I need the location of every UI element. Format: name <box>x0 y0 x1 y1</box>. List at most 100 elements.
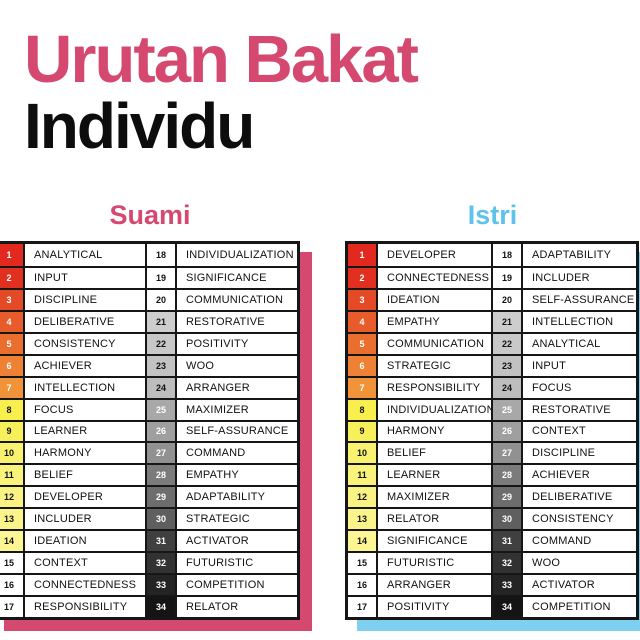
talent-cell: POSITIVITY <box>378 595 491 617</box>
talent-cell: WOO <box>177 353 297 376</box>
rank-cell: 19 <box>147 265 177 288</box>
talent-cell: ACHIEVER <box>523 463 636 486</box>
rank-cell: 29 <box>493 485 523 508</box>
talent-cell: FOCUS <box>523 375 636 398</box>
rank-cell: 17 <box>0 595 25 617</box>
rank-cell: 7 <box>0 375 25 398</box>
rank-cell: 7 <box>348 375 378 398</box>
talent-cell: FUTURISTIC <box>177 551 297 574</box>
talent-cell: LEARNER <box>378 463 491 486</box>
rank-cell: 20 <box>493 287 523 310</box>
rank-cell: 16 <box>0 573 25 596</box>
rank-cell: 5 <box>348 331 378 354</box>
talent-cell: INCLUDER <box>523 265 636 288</box>
rank-cell: 8 <box>0 397 25 420</box>
talent-cell: EMPATHY <box>177 463 297 486</box>
column-heading-suami: Suami <box>109 200 191 230</box>
talent-cell: RELATOR <box>177 595 297 617</box>
talent-cell: DELIBERATIVE <box>25 309 145 332</box>
talent-cell: INDIVIDUALIZATION <box>378 397 491 420</box>
talent-cell: INCLUDER <box>25 507 145 530</box>
rank-cell: 22 <box>493 331 523 354</box>
talent-table-suami: 1 ANALYTICAL 2 INPUT 3 DISCIPLINE 4 DELIBERATIV… <box>0 241 300 620</box>
rank-cell: 16 <box>348 573 378 596</box>
talent-grid-half: 1 ANALYTICAL 2 INPUT 3 DISCIPLINE 4 DELIBERATIV… <box>0 244 145 617</box>
rank-cell: 1 <box>0 244 25 266</box>
talent-cell: COMMUNICATION <box>177 287 297 310</box>
talent-cell: CONSISTENCY <box>523 507 636 530</box>
talent-cell: RESTORATIVE <box>177 309 297 332</box>
talent-cell: COMPETITION <box>523 595 636 617</box>
rank-cell: 27 <box>147 441 177 464</box>
talent-cell: EMPATHY <box>378 309 491 332</box>
rank-cell: 9 <box>0 419 25 442</box>
rank-cell: 34 <box>493 595 523 617</box>
rank-cell: 8 <box>348 397 378 420</box>
talent-cell: INTELLECTION <box>523 309 636 332</box>
talent-cell: COMPETITION <box>177 573 297 596</box>
talent-cell: DEVELOPER <box>25 485 145 508</box>
talent-cell: ACHIEVER <box>25 353 145 376</box>
talent-cell: INPUT <box>25 265 145 288</box>
rank-cell: 28 <box>147 463 177 486</box>
rank-cell: 15 <box>348 551 378 574</box>
talent-cell: ARRANGER <box>177 375 297 398</box>
talent-cell: BELIEF <box>378 441 491 464</box>
rank-cell: 25 <box>493 397 523 420</box>
column-heading-istri: Istri <box>467 200 518 230</box>
talent-cell: BELIEF <box>25 463 145 486</box>
talent-cell: COMMAND <box>523 529 636 552</box>
talent-cell: MAXIMIZER <box>177 397 297 420</box>
rank-cell: 21 <box>493 309 523 332</box>
rank-cell: 33 <box>147 573 177 596</box>
talent-cell: STRATEGIC <box>378 353 491 376</box>
rank-cell: 6 <box>348 353 378 376</box>
talent-grid-half: 18 INDIVIDUALIZATION 19 SIGNIFICANCE 20 COMMU… <box>145 244 297 617</box>
talent-cell: STRATEGIC <box>177 507 297 530</box>
rank-cell: 31 <box>493 529 523 552</box>
rank-cell: 24 <box>493 375 523 398</box>
talent-cell: SIGNIFICANCE <box>378 529 491 552</box>
rank-cell: 12 <box>0 485 25 508</box>
rank-cell: 26 <box>493 419 523 442</box>
talent-cell: ADAPTABILITY <box>177 485 297 508</box>
rank-cell: 32 <box>493 551 523 574</box>
talent-cell: CONSISTENCY <box>25 331 145 354</box>
rank-cell: 12 <box>348 485 378 508</box>
rank-cell: 34 <box>147 595 177 617</box>
rank-cell: 6 <box>0 353 25 376</box>
rank-cell: 4 <box>0 309 25 332</box>
talent-cell: IDEATION <box>25 529 145 552</box>
rank-cell: 30 <box>493 507 523 530</box>
rank-cell: 14 <box>348 529 378 552</box>
talent-cell: DISCIPLINE <box>25 287 145 310</box>
talent-cell: ACTIVATOR <box>523 573 636 596</box>
talent-cell: CONNECTEDNESS <box>25 573 145 596</box>
rank-cell: 32 <box>147 551 177 574</box>
rank-cell: 3 <box>0 287 25 310</box>
rank-cell: 21 <box>147 309 177 332</box>
rank-cell: 24 <box>147 375 177 398</box>
talent-cell: RESTORATIVE <box>523 397 636 420</box>
talent-grid-half: 18 ADAPTABILITY 19 INCLUDER 20 SELF-ASSURANCE… <box>491 244 636 617</box>
rank-cell: 23 <box>493 353 523 376</box>
rank-cell: 11 <box>348 463 378 486</box>
talent-cell: CONNECTEDNESS <box>378 265 491 288</box>
rank-cell: 18 <box>493 244 523 266</box>
rank-cell: 31 <box>147 529 177 552</box>
rank-cell: 1 <box>348 244 378 266</box>
rank-cell: 9 <box>348 419 378 442</box>
rank-cell: 13 <box>348 507 378 530</box>
talent-cell: ADAPTABILITY <box>523 244 636 266</box>
rank-cell: 30 <box>147 507 177 530</box>
talent-cell: HARMONY <box>378 419 491 442</box>
rank-cell: 10 <box>348 441 378 464</box>
rank-cell: 20 <box>147 287 177 310</box>
page-title-line2: Individu <box>24 90 255 162</box>
talent-cell: ANALYTICAL <box>25 244 145 266</box>
talent-cell: SIGNIFICANCE <box>177 265 297 288</box>
rank-cell: 19 <box>493 265 523 288</box>
talent-cell: POSITIVITY <box>177 331 297 354</box>
rank-cell: 18 <box>147 244 177 266</box>
talent-cell: CONTEXT <box>25 551 145 574</box>
